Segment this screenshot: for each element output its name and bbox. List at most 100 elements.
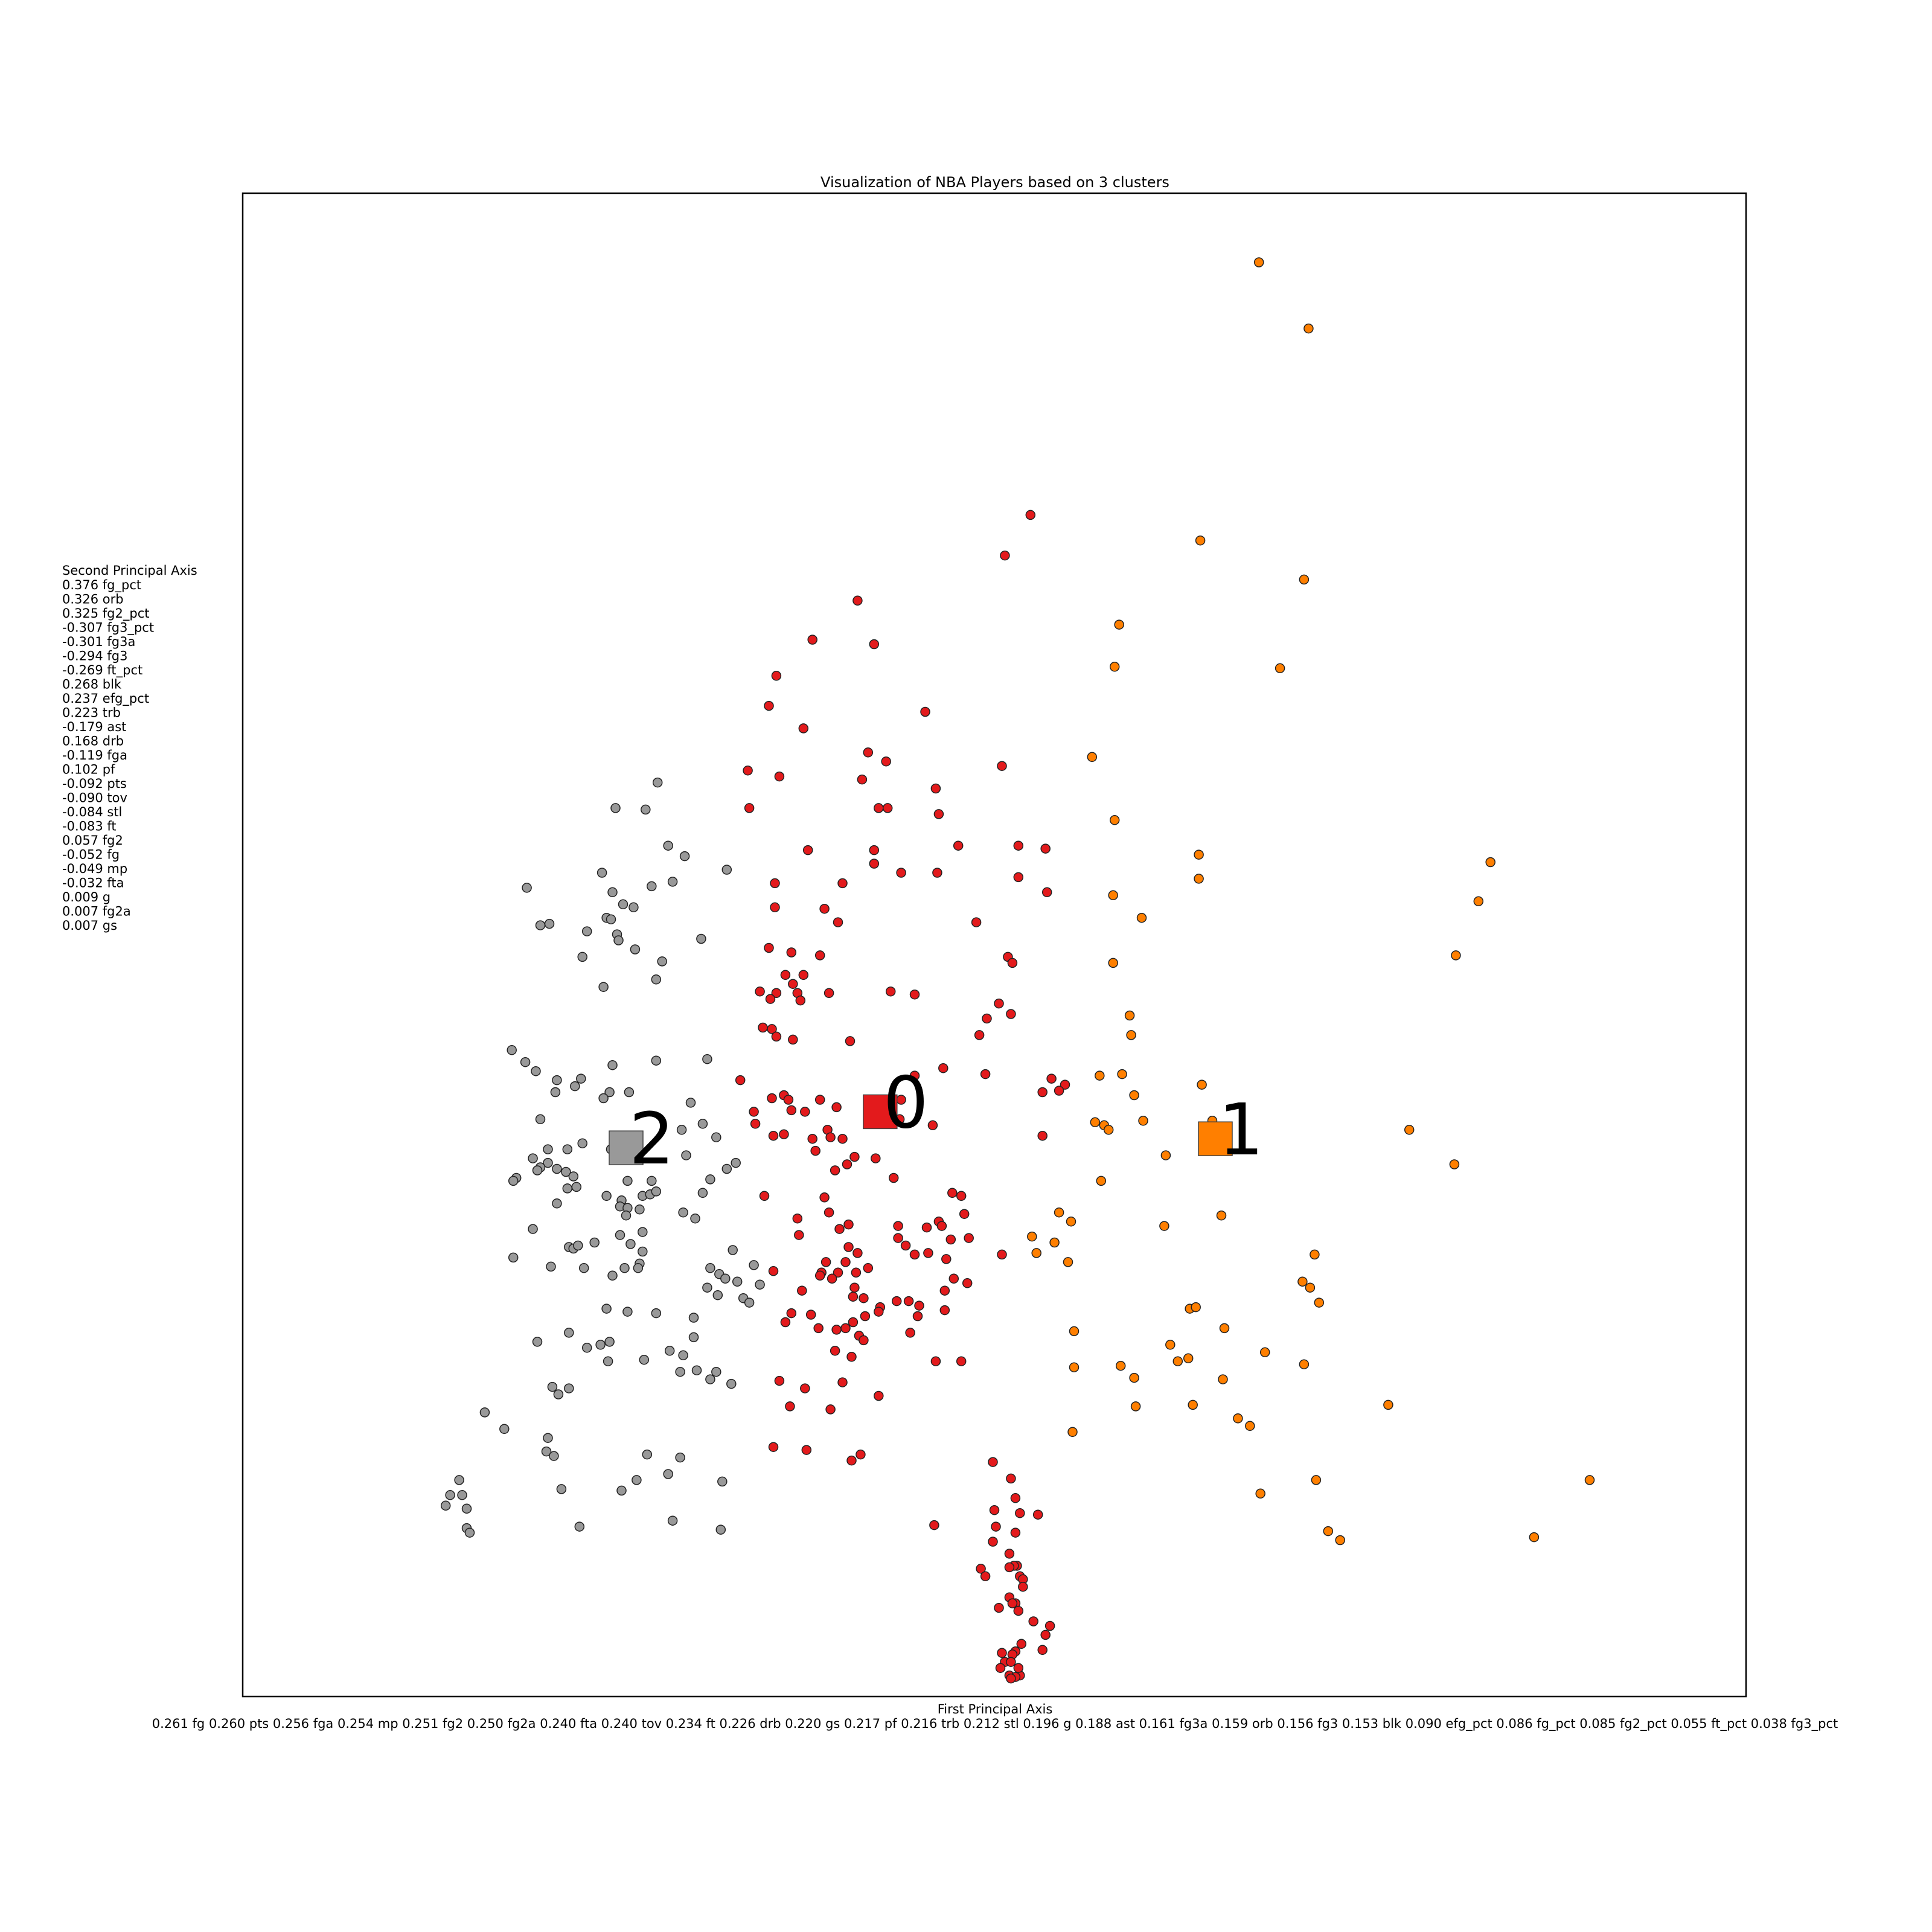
- cluster-0-point-90: [871, 1153, 881, 1163]
- cluster-1-point-5: [1114, 619, 1124, 630]
- cluster-0-point-164: [856, 1449, 866, 1460]
- cluster-1-point-0: [1253, 257, 1264, 267]
- cluster-0-point-172: [929, 1520, 939, 1531]
- cluster-0-point-118: [820, 1257, 831, 1267]
- cluster-0-point-75: [786, 1105, 797, 1116]
- cluster-2-point-87: [728, 1245, 738, 1255]
- cluster-0-point-69: [1037, 1087, 1048, 1098]
- cluster-2-point-60: [622, 1176, 633, 1186]
- cluster-0-point-123: [814, 1270, 825, 1281]
- cluster-2-point-91: [546, 1261, 556, 1272]
- y-loading-line-4: -0.301 fg3a: [62, 635, 135, 649]
- cluster-0-point-12: [743, 765, 753, 776]
- cluster-0-point-112: [843, 1242, 854, 1252]
- cluster-2-point-36: [604, 1087, 615, 1098]
- cluster-1-point-38: [1031, 1248, 1041, 1258]
- cluster-0-point-96: [956, 1191, 967, 1201]
- cluster-0-point-171: [1032, 1509, 1043, 1520]
- cluster-0-point-119: [840, 1257, 851, 1267]
- cluster-0-centroid-label: 0: [883, 1061, 929, 1144]
- cluster-2-point-145: [574, 1521, 585, 1532]
- cluster-1-point-50: [1183, 1353, 1194, 1364]
- cluster-2-point-120: [691, 1365, 702, 1375]
- cluster-2-point-124: [547, 1381, 558, 1392]
- y-loading-line-5: -0.294 fg3: [62, 649, 127, 664]
- cluster-2-point-95: [633, 1263, 644, 1273]
- cluster-0-point-149: [905, 1328, 915, 1338]
- cluster-0-point-104: [936, 1221, 947, 1231]
- cluster-2-point-98: [720, 1273, 731, 1284]
- cluster-2-point-26: [507, 1045, 517, 1055]
- cluster-0-point-1: [1000, 550, 1010, 561]
- cluster-0-point-162: [768, 1442, 779, 1452]
- cluster-1-point-34: [1066, 1216, 1076, 1227]
- cluster-2-point-126: [564, 1383, 574, 1393]
- cluster-1-point-35: [1159, 1221, 1169, 1231]
- cluster-1-point-53: [1069, 1362, 1080, 1372]
- cluster-2-point-100: [755, 1279, 765, 1290]
- cluster-0-point-13: [774, 771, 785, 782]
- cluster-0-point-71: [783, 1095, 794, 1105]
- cluster-0-point-85: [825, 1132, 836, 1142]
- cluster-0-point-144: [780, 1317, 791, 1328]
- cluster-1-point-65: [1323, 1526, 1334, 1537]
- cluster-0-point-64: [735, 1075, 746, 1086]
- cluster-0-point-176: [1004, 1549, 1015, 1559]
- cluster-2-point-9: [647, 881, 657, 892]
- cluster-1-point-61: [1245, 1421, 1255, 1431]
- cluster-0-point-204: [995, 1663, 1006, 1673]
- points-layer: [440, 257, 1595, 1684]
- cluster-1-point-57: [1130, 1401, 1141, 1412]
- cluster-2-point-122: [705, 1374, 715, 1384]
- cluster-0-point-161: [825, 1404, 836, 1415]
- cluster-0-point-114: [923, 1248, 933, 1258]
- cluster-2-point-128: [499, 1424, 510, 1435]
- cluster-2-point-102: [712, 1290, 723, 1300]
- cluster-1-point-28: [1160, 1150, 1171, 1160]
- cluster-0-point-130: [797, 1285, 807, 1296]
- cluster-2-point-64: [562, 1183, 573, 1194]
- cluster-2-point-125: [553, 1389, 564, 1399]
- cluster-1-centroid-label: 1: [1218, 1088, 1264, 1171]
- cluster-0-point-129: [849, 1282, 860, 1293]
- cluster-0-point-170: [1015, 1508, 1025, 1518]
- cluster-0-point-135: [891, 1296, 902, 1307]
- cluster-2-point-25: [598, 982, 609, 992]
- cluster-0-point-77: [800, 1107, 810, 1117]
- cluster-1-point-14: [1108, 890, 1118, 901]
- cluster-0-point-10: [997, 761, 1007, 771]
- cluster-0-point-54: [1006, 1009, 1016, 1019]
- cluster-2-point-148: [715, 1524, 726, 1535]
- cluster-0-point-31: [1041, 887, 1052, 898]
- cluster-2-point-143: [717, 1476, 728, 1487]
- cluster-2-point-78: [528, 1224, 538, 1234]
- cluster-2-point-24: [651, 974, 662, 985]
- cluster-2-point-115: [664, 1346, 675, 1356]
- y-loading-line-22: 0.009 g: [62, 890, 110, 904]
- cluster-0-point-65: [1046, 1073, 1057, 1084]
- y-loading-line-17: -0.083 ft: [62, 819, 117, 834]
- cluster-0-point-37: [786, 947, 797, 958]
- cluster-2-point-11: [618, 899, 629, 910]
- y-loading-line-24: 0.007 gs: [62, 918, 117, 933]
- cluster-2-point-136: [454, 1475, 464, 1485]
- y-loading-line-10: -0.179 ast: [62, 720, 126, 734]
- cluster-2-point-17: [581, 926, 592, 936]
- cluster-1-point-26: [1138, 1116, 1148, 1126]
- cluster-0-point-22: [953, 840, 964, 851]
- cluster-1-point-18: [1126, 1030, 1136, 1040]
- cluster-2-point-69: [651, 1186, 662, 1197]
- y-loading-line-20: -0.049 mp: [62, 862, 127, 876]
- cluster-0-point-45: [771, 988, 782, 998]
- cluster-2-point-19: [613, 935, 624, 945]
- cluster-0-point-74: [831, 1102, 842, 1113]
- cluster-1-point-23: [1090, 1117, 1101, 1128]
- cluster-0-point-28: [1013, 872, 1024, 883]
- cluster-2-point-117: [603, 1356, 613, 1366]
- cluster-0-point-148: [831, 1325, 842, 1335]
- cluster-2-point-129: [543, 1433, 553, 1443]
- cluster-2-point-144: [667, 1515, 678, 1526]
- cluster-0-point-189: [1013, 1605, 1024, 1616]
- cluster-2-point-76: [621, 1210, 632, 1221]
- y-loading-line-23: 0.007 fg2a: [62, 904, 131, 919]
